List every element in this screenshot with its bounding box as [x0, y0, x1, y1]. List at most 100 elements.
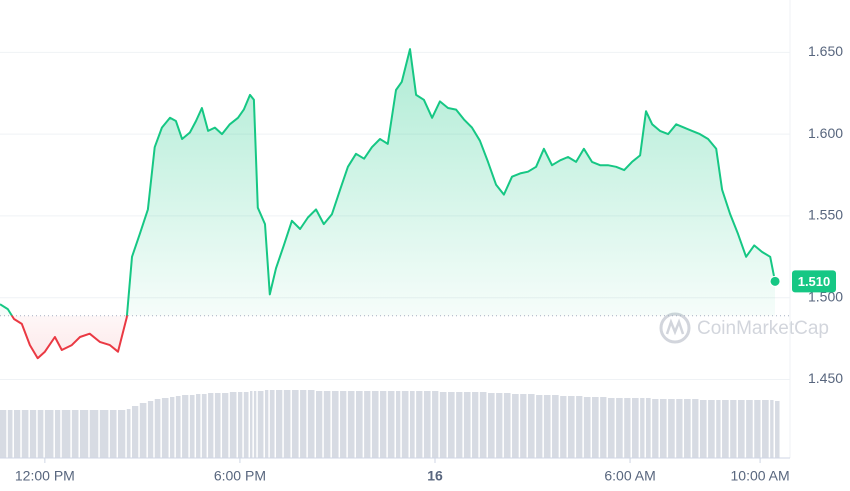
volume-bar	[607, 398, 615, 458]
volume-bar	[208, 393, 214, 458]
volume-bar	[323, 391, 331, 458]
volume-bar	[161, 398, 169, 458]
volume-bar	[29, 410, 37, 458]
volume-bar	[269, 390, 275, 458]
volume-bar	[21, 410, 29, 458]
volume-bar	[44, 410, 54, 458]
volume-bar	[201, 394, 207, 458]
volume-bar	[364, 391, 371, 458]
last-point	[769, 275, 781, 287]
volume-bar	[439, 392, 447, 458]
volume-bar	[409, 391, 415, 458]
volume-bar	[543, 395, 551, 458]
volume-bar	[340, 391, 347, 458]
volume-bar	[722, 400, 729, 458]
volume-bar	[676, 399, 683, 458]
watermark: CoinMarketCap	[659, 312, 829, 344]
volume-bar	[387, 391, 395, 458]
volume-bar	[762, 400, 769, 458]
volume-bar	[668, 399, 675, 458]
volume-bar	[395, 391, 401, 458]
volume-bar	[170, 397, 175, 458]
volume-bar	[139, 403, 147, 458]
volume-bar	[222, 393, 229, 458]
volume-bar	[154, 399, 161, 458]
volume-bar	[592, 397, 599, 458]
volume-bar	[487, 393, 495, 458]
volume-bar	[89, 410, 99, 458]
volume-bar	[624, 398, 631, 458]
volume-bar	[423, 391, 431, 458]
volume-bar	[316, 391, 323, 458]
volume-bar	[616, 398, 623, 458]
volume-bar	[37, 410, 44, 458]
volume-bar	[583, 397, 591, 458]
volume-bar	[567, 396, 575, 458]
volume-bar	[576, 396, 583, 458]
volume-bar	[118, 410, 126, 458]
volume-bar	[520, 394, 527, 458]
volume-bar	[126, 409, 131, 458]
volume-bar	[291, 390, 299, 458]
volume-bar	[61, 410, 71, 458]
volume-bar	[652, 399, 659, 458]
volume-bar	[214, 393, 221, 458]
volume-bar	[754, 400, 761, 458]
volume-bar	[257, 391, 264, 458]
volume-bar	[600, 397, 607, 458]
volume-bar	[331, 391, 339, 458]
volume-bar	[237, 392, 243, 458]
price-badge	[792, 270, 836, 293]
volume-bar	[730, 400, 737, 458]
volume-bar	[645, 398, 651, 458]
volume-bar	[512, 394, 519, 458]
volume-bar	[380, 391, 387, 458]
y-tick-label: 1.650	[808, 43, 843, 59]
volume-bar	[737, 400, 745, 458]
volume-bar	[264, 390, 269, 458]
volume-bar	[632, 398, 639, 458]
volume-bar	[708, 400, 715, 458]
x-tick-label: 6:00 PM	[214, 468, 266, 484]
volume-bar	[283, 390, 291, 458]
x-tick-label: 6:00 AM	[604, 468, 655, 484]
y-tick-label: 1.550	[808, 207, 843, 223]
volume-bar	[147, 401, 154, 458]
volume-bar	[416, 391, 423, 458]
volume-bar	[109, 410, 117, 458]
y-tick-label: 1.500	[808, 288, 843, 304]
volume-bar	[131, 406, 139, 458]
volume-bar	[7, 410, 13, 458]
volume-bar	[447, 392, 455, 458]
volume-bar	[243, 392, 249, 458]
volume-bar	[536, 395, 543, 458]
volume-bar	[746, 400, 753, 458]
volume-bar	[229, 392, 237, 458]
volume-bar	[79, 410, 89, 458]
volume-bar	[13, 410, 21, 458]
y-tick-label: 1.600	[808, 125, 843, 141]
volume-bar	[463, 392, 471, 458]
volume-bar	[659, 399, 667, 458]
volume-bar	[276, 390, 283, 458]
volume-bar	[182, 395, 189, 458]
volume-bar	[479, 392, 487, 458]
volume-bar	[527, 394, 535, 458]
x-tick-label: 10:00 AM	[731, 468, 790, 484]
volume-bar	[503, 393, 511, 458]
volume-bar	[692, 399, 699, 458]
volume-bar	[175, 396, 181, 458]
volume-bar	[432, 391, 439, 458]
volume-bar	[0, 410, 7, 458]
volume-bar	[196, 394, 201, 458]
x-tick-label: 12:00 PM	[15, 468, 75, 484]
volume-bar	[371, 391, 379, 458]
volume-bar	[189, 395, 195, 458]
volume-bar	[456, 392, 463, 458]
volume-bar	[347, 391, 355, 458]
watermark-logo	[659, 312, 691, 344]
volume-bar	[684, 399, 691, 458]
volume-bar	[472, 392, 479, 458]
